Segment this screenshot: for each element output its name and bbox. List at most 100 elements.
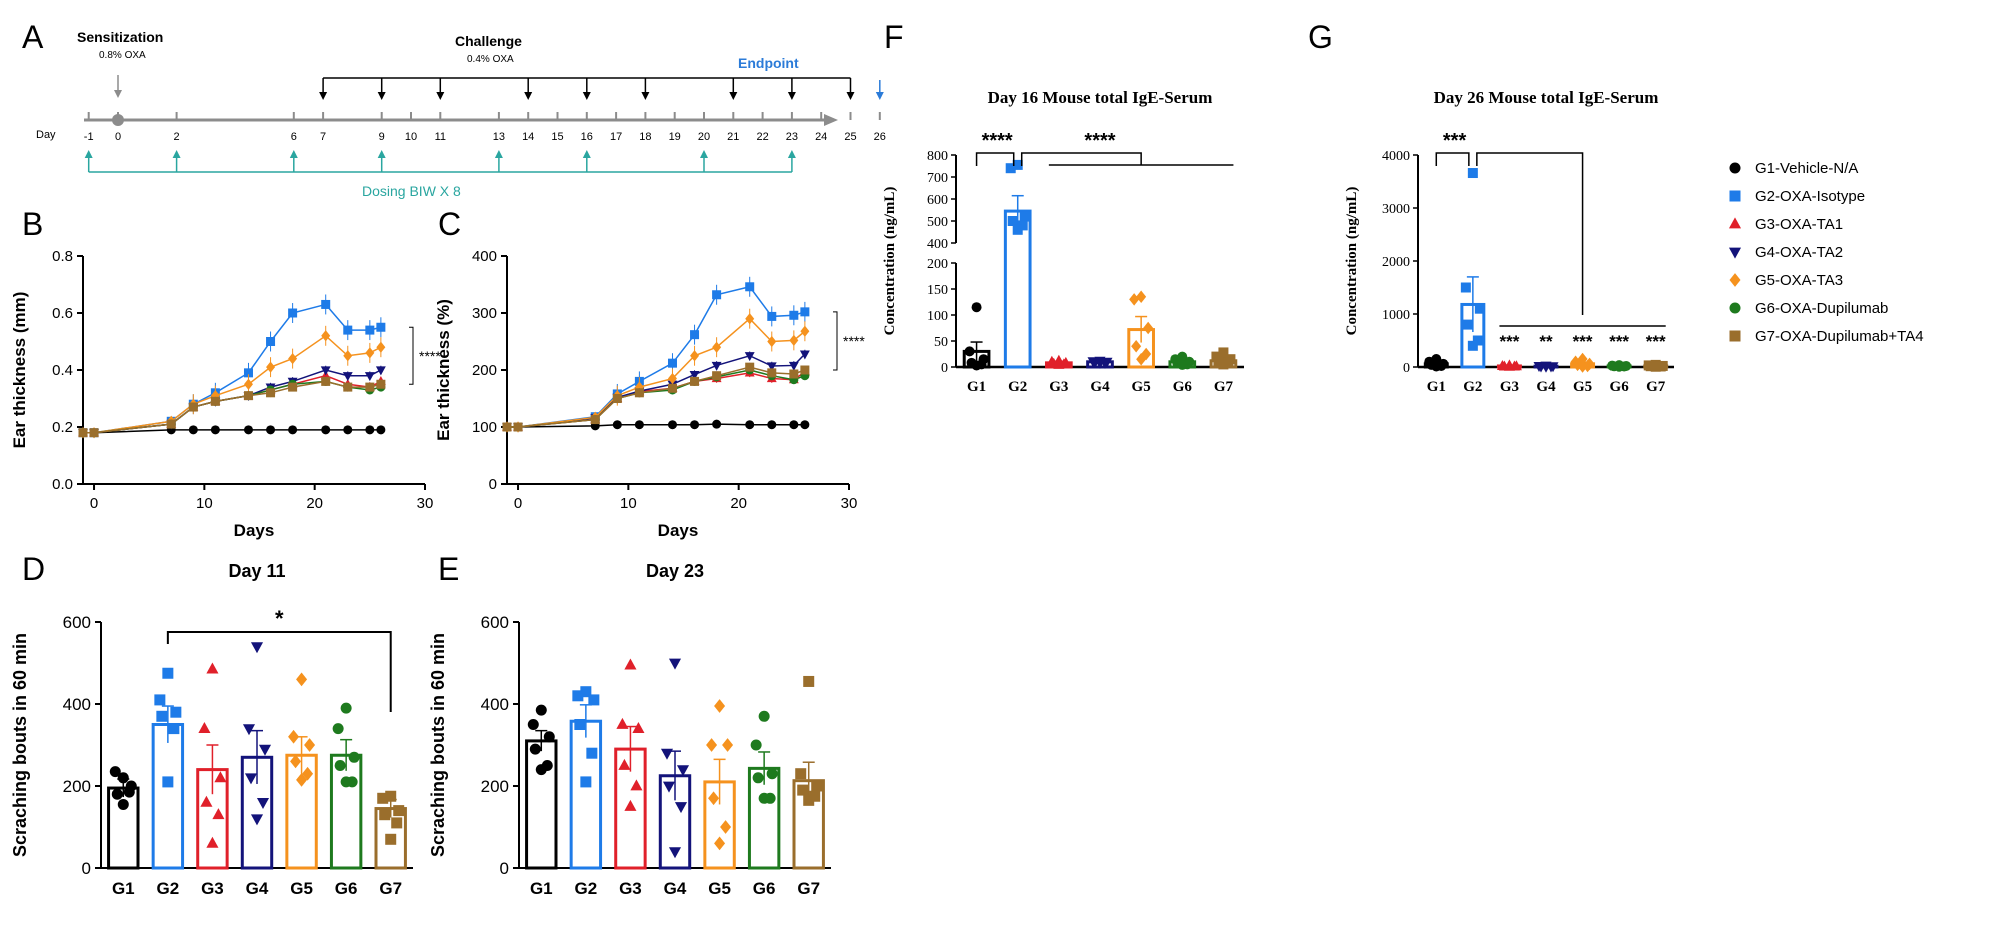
significance-label: **** bbox=[843, 333, 865, 349]
data-point-g7 bbox=[343, 382, 353, 392]
data-point-g7 bbox=[288, 382, 298, 392]
data-point-g5 bbox=[343, 350, 353, 362]
data-point-g3 bbox=[630, 779, 643, 791]
challenge-arrowhead bbox=[524, 92, 533, 100]
data-point-g3 bbox=[200, 795, 213, 807]
data-point-g3 bbox=[624, 658, 637, 670]
data-point-g2 bbox=[321, 299, 331, 309]
significance-label-g5: *** bbox=[1573, 332, 1593, 351]
data-point-g4 bbox=[711, 361, 722, 371]
data-point-g4 bbox=[320, 366, 331, 376]
significance-label-2: **** bbox=[1084, 130, 1115, 152]
data-point-g5 bbox=[296, 772, 308, 787]
series-line-g1 bbox=[507, 423, 805, 428]
data-point-g2 bbox=[1474, 303, 1485, 314]
significance-label-g7: *** bbox=[1646, 332, 1666, 351]
y-axis-label: Scraching bouts in 60 min bbox=[428, 633, 448, 857]
data-point-g5 bbox=[789, 334, 799, 346]
data-point-g2 bbox=[1005, 163, 1016, 174]
y-tick-label: 4000 bbox=[1382, 149, 1410, 164]
timeline-day-label: 16 bbox=[581, 131, 593, 143]
data-point-g6 bbox=[348, 751, 360, 763]
y-tick-label: 600 bbox=[63, 613, 91, 632]
data-point-g1 bbox=[243, 425, 253, 435]
bar-g2 bbox=[151, 723, 185, 870]
timeline-day-label: 19 bbox=[669, 131, 681, 143]
data-point-g1 bbox=[535, 704, 547, 716]
legend-marker bbox=[1728, 247, 1742, 259]
data-point-g4 bbox=[342, 372, 353, 382]
y-tick-label: 400 bbox=[472, 248, 497, 265]
data-point-g2 bbox=[574, 719, 586, 730]
y-tick-label: 600 bbox=[927, 193, 948, 208]
data-point-g4 bbox=[258, 744, 272, 756]
data-point-g4 bbox=[766, 362, 777, 372]
data-point-g2 bbox=[712, 290, 722, 300]
x-tick-label: G1 bbox=[1427, 379, 1446, 395]
data-point-g3 bbox=[1053, 358, 1065, 369]
series-line-g1 bbox=[83, 429, 381, 434]
data-point-g2 bbox=[667, 358, 677, 368]
data-point-g3 bbox=[206, 836, 219, 848]
data-point-g2 bbox=[1472, 335, 1483, 346]
timeline-day-label: 10 bbox=[405, 131, 417, 143]
data-point-g4 bbox=[250, 642, 264, 654]
y-axis-label: Ear thickness (mm) bbox=[10, 292, 29, 449]
y-tick-label: 200 bbox=[927, 257, 948, 272]
data-point-g1 bbox=[712, 419, 722, 429]
y-tick-label: 200 bbox=[472, 362, 497, 379]
data-point-g1 bbox=[343, 425, 353, 435]
timeline-day-label: 15 bbox=[551, 131, 563, 143]
timeline-day-label: 11 bbox=[435, 131, 446, 143]
y-tick-label: 0.8 bbox=[52, 248, 73, 265]
data-point-g3 bbox=[624, 799, 637, 811]
timeline-day-label: 7 bbox=[320, 131, 326, 143]
data-point-g4 bbox=[1094, 358, 1106, 369]
significance-bracket-2 bbox=[1020, 152, 1142, 166]
timeline-day-label: 14 bbox=[522, 131, 534, 143]
dosing-label: Dosing BIW X 8 bbox=[362, 183, 461, 199]
x-tick-label: G7 bbox=[379, 879, 402, 898]
x-tick-label: 0 bbox=[514, 495, 522, 512]
chart-title: Day 16 Mouse total IgE-Serum bbox=[988, 88, 1213, 107]
legend-marker bbox=[1729, 273, 1741, 287]
data-point-g1 bbox=[535, 764, 547, 776]
data-point-g3 bbox=[214, 771, 227, 783]
challenge-arrowhead bbox=[582, 92, 591, 100]
data-point-g1 bbox=[612, 420, 622, 430]
data-point-g5 bbox=[290, 754, 302, 769]
challenge-arrowhead bbox=[641, 92, 650, 100]
timeline-day-label: 18 bbox=[639, 131, 651, 143]
data-point-g7 bbox=[803, 675, 815, 687]
significance-bracket bbox=[833, 311, 838, 371]
legend-label: G7-OXA-Dupilumab+TA4 bbox=[1755, 328, 1924, 345]
dosing-arrowhead bbox=[84, 150, 93, 158]
challenge-arrowhead bbox=[787, 92, 796, 100]
data-point-g7 bbox=[797, 784, 809, 796]
data-point-g5 bbox=[1577, 360, 1588, 373]
data-point-g2 bbox=[1012, 159, 1023, 170]
data-point-g4 bbox=[244, 773, 258, 785]
x-tick-label: G1 bbox=[967, 379, 986, 395]
data-point-g1 bbox=[210, 425, 220, 435]
significance-bracket-1 bbox=[975, 152, 1015, 166]
x-tick-label: G7 bbox=[1646, 379, 1666, 395]
data-point-g1 bbox=[376, 425, 386, 435]
data-point-g2 bbox=[586, 747, 598, 759]
data-point-g5 bbox=[667, 372, 677, 385]
data-point-g1 bbox=[543, 731, 555, 743]
data-point-g7 bbox=[803, 794, 815, 806]
x-tick-label: G6 bbox=[335, 879, 358, 898]
x-tick-label: G5 bbox=[290, 879, 313, 898]
data-point-g5 bbox=[1143, 321, 1154, 335]
legend-label: G5-OXA-TA3 bbox=[1755, 272, 1843, 289]
data-point-g4 bbox=[668, 658, 682, 670]
x-tick-label: G4 bbox=[664, 879, 687, 898]
data-point-g4 bbox=[788, 361, 799, 371]
challenge-arrowhead bbox=[729, 92, 738, 100]
data-point-g7 bbox=[800, 365, 810, 375]
data-point-g7 bbox=[811, 780, 823, 792]
data-point-g4 bbox=[256, 798, 270, 809]
timeline-day-label: 17 bbox=[610, 131, 622, 143]
x-tick-label: G7 bbox=[797, 879, 820, 898]
